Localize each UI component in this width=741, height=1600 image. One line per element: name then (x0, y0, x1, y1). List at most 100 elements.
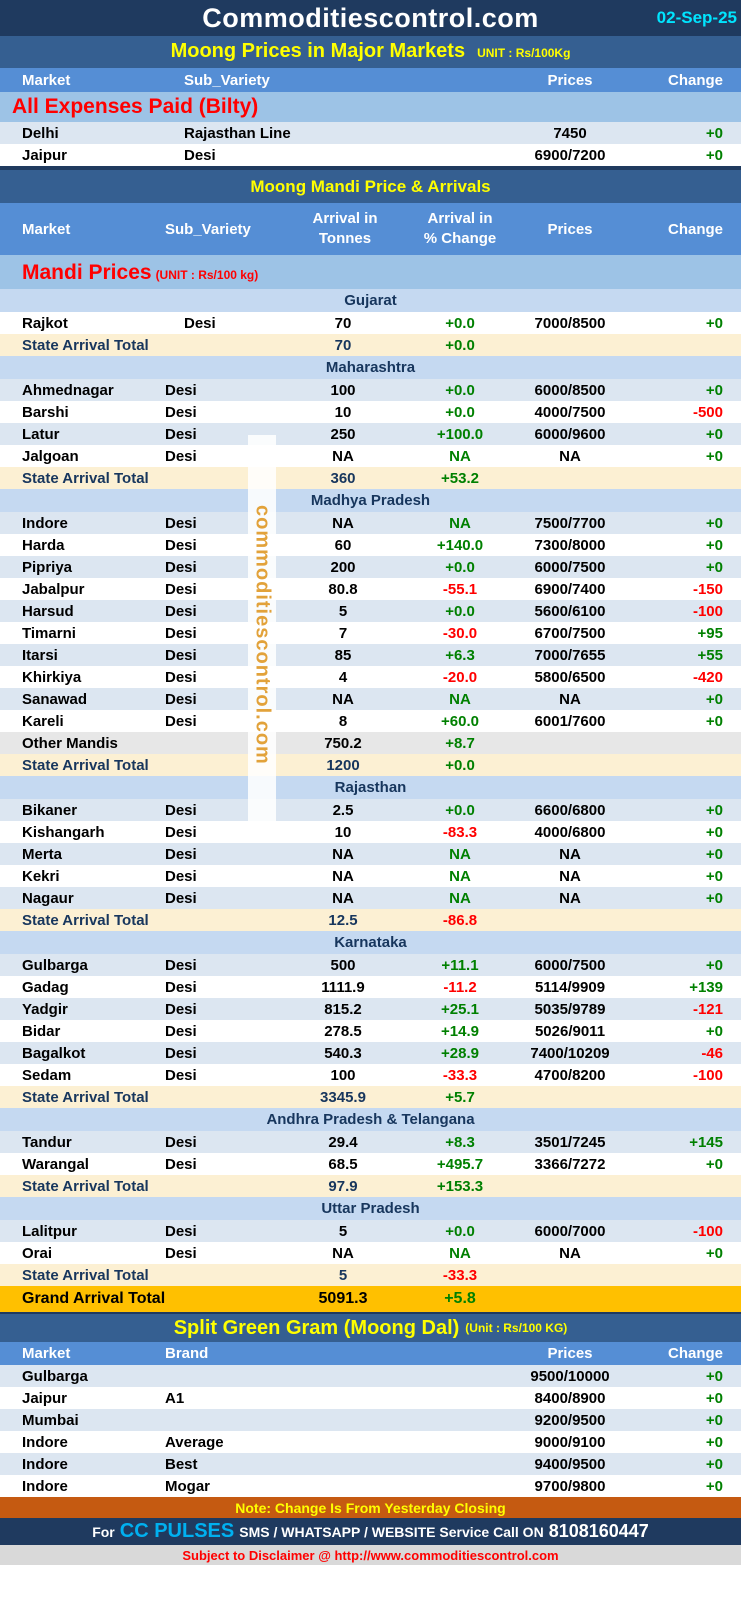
table-row: Indore Desi NA NA 7500/7700 +0 (0, 512, 741, 534)
arrival-pct-cell: NA (449, 889, 471, 907)
variety-cell: Desi (165, 712, 197, 730)
major-markets-unit: UNIT : Rs/100Kg (477, 46, 571, 60)
arrival-pct-cell: +0.0 (445, 558, 475, 576)
variety-cell: Desi (165, 558, 197, 576)
change-cell: +0 (705, 1411, 723, 1429)
change-cell: +0 (705, 1433, 723, 1451)
change-cell: +0 (705, 867, 723, 885)
table-row: Pipriya Desi 200 +0.0 6000/7500 +0 (0, 556, 741, 578)
arrival-pct-cell: -30.0 (442, 624, 478, 642)
price-cell: 5035/9789 (534, 1000, 606, 1018)
arrival-pct-cell: +11.1 (441, 956, 479, 974)
major-table-body: Delhi Rajasthan Line 7450 +0 Jaipur Desi 6900/… (0, 122, 741, 166)
table-row: Jalgoan Desi NA NA NA +0 (0, 445, 741, 467)
change-cell: -100 (692, 602, 723, 620)
variety-cell: Desi (165, 624, 197, 642)
disclaimer-link[interactable]: Subject to Disclaimer @ http://www.commo… (0, 1545, 741, 1565)
arrival-pct-cell: +495.7 (436, 1155, 484, 1173)
arrival-cell: 100 (330, 381, 356, 399)
price-cell: 6000/7500 (534, 558, 606, 576)
change-cell: +0 (705, 1022, 723, 1040)
variety-cell: Desi (165, 1155, 197, 1173)
table-row: Harsud Desi 5 +0.0 5600/6100 -100 (0, 600, 741, 622)
market-cell: Barshi (22, 403, 69, 421)
price-cell: NA (559, 1244, 581, 1262)
state-total-arrival: 5 (338, 1266, 348, 1284)
change-cell: +0 (705, 801, 723, 819)
price-cell: 9200/9500 (534, 1411, 606, 1429)
change-cell: -420 (692, 668, 723, 686)
arrival-cell: 70 (334, 314, 352, 332)
price-cell: 8400/8900 (534, 1389, 606, 1407)
change-cell: +0 (705, 146, 723, 164)
change-cell: +0 (705, 956, 723, 974)
change-cell: +0 (705, 1244, 723, 1262)
price-cell: 7500/7700 (534, 514, 606, 532)
arrival-pct-cell: +100.0 (436, 425, 484, 443)
arrival-pct-cell: +0.0 (445, 602, 475, 620)
price-cell: 6000/7500 (534, 956, 606, 974)
footer-phone[interactable]: 8108160447 (548, 1521, 649, 1541)
state-total-pct: +153.3 (436, 1177, 484, 1195)
market-cell: Itarsi (22, 646, 58, 664)
table-row: Delhi Rajasthan Line 7450 +0 (0, 122, 741, 144)
col-arrival-line2: Tonnes (318, 230, 372, 247)
price-cell: 9000/9100 (534, 1433, 606, 1451)
arrival-pct-cell: +0.0 (445, 403, 475, 421)
state-total-label: State Arrival Total (22, 1177, 149, 1195)
market-cell: Merta (22, 845, 63, 863)
dal-table-body: Gulbarga 9500/10000 +0 Jaipur A1 8400/8900 +0 M… (0, 1365, 741, 1497)
market-cell: Khirkiya (22, 668, 82, 686)
table-row: Kekri Desi NA NA NA +0 (0, 865, 741, 887)
state-total-row: State Arrival Total 360 +53.2 (0, 467, 741, 489)
state-total-arrival: 1200 (326, 756, 360, 774)
market-cell: Pipriya (22, 558, 73, 576)
price-cell: 6000/9600 (534, 425, 606, 443)
variety-cell: Desi (165, 823, 197, 841)
change-cell: +0 (705, 712, 723, 730)
state-header: Madhya Pradesh (0, 489, 741, 512)
arrival-pct-cell: +60.0 (441, 712, 479, 730)
arrival-cell: NA (332, 690, 354, 708)
col-change: Change (667, 220, 723, 238)
table-row: Yadgir Desi 815.2 +25.1 5035/9789 -121 (0, 998, 741, 1020)
market-cell: Bidar (22, 1022, 61, 1040)
market-cell: Latur (22, 425, 60, 443)
arrival-cell: 8 (338, 712, 348, 730)
site-header: Commoditiescontrol.com 02-Sep-25 (0, 0, 741, 36)
state-header: Uttar Pradesh (0, 1197, 741, 1220)
table-row: Bidar Desi 278.5 +14.9 5026/9011 +0 (0, 1020, 741, 1042)
change-cell: +0 (705, 514, 723, 532)
price-cell: NA (559, 845, 581, 863)
variety-cell: Desi (165, 867, 197, 885)
table-row: Mumbai 9200/9500 +0 (0, 1409, 741, 1431)
brand-cell: Mogar (165, 1477, 210, 1495)
dal-title: Split Green Gram (Moong Dal) (173, 1316, 460, 1339)
arrival-pct-cell: NA (449, 867, 471, 885)
price-cell: 4700/8200 (534, 1066, 606, 1084)
arrival-pct-cell: NA (449, 514, 471, 532)
state-total-arrival: 12.5 (328, 911, 358, 929)
price-cell: 4000/6800 (534, 823, 606, 841)
arrival-pct-cell: +25.1 (441, 1000, 479, 1018)
table-row: Sanawad Desi NA NA NA +0 (0, 688, 741, 710)
market-cell: Kishangarh (22, 823, 105, 841)
table-row: Rajkot Desi 70 +0.0 7000/8500 +0 (0, 312, 741, 334)
change-cell: +95 (697, 624, 723, 642)
arrival-cell: 815.2 (324, 1000, 362, 1018)
change-cell: +0 (705, 1477, 723, 1495)
col-prices: Prices (547, 220, 593, 238)
price-cell: 6000/7000 (534, 1222, 606, 1240)
variety-cell: Desi (165, 889, 197, 907)
market-cell: Bagalkot (22, 1044, 86, 1062)
arrival-cell: NA (332, 845, 354, 863)
price-cell: 3501/7245 (534, 1133, 606, 1151)
variety-cell: Rajasthan Line (184, 124, 291, 142)
table-row: Jaipur Desi 6900/7200 +0 (0, 144, 741, 166)
arrival-cell: 10 (334, 403, 352, 421)
table-row: Tandur Desi 29.4 +8.3 3501/7245 +145 (0, 1131, 741, 1153)
state-total-pct: +0.0 (445, 336, 475, 354)
arrival-pct-cell: -20.0 (442, 668, 478, 686)
arrival-cell: 7 (338, 624, 348, 642)
state-total-row: State Arrival Total 5 -33.3 (0, 1264, 741, 1286)
